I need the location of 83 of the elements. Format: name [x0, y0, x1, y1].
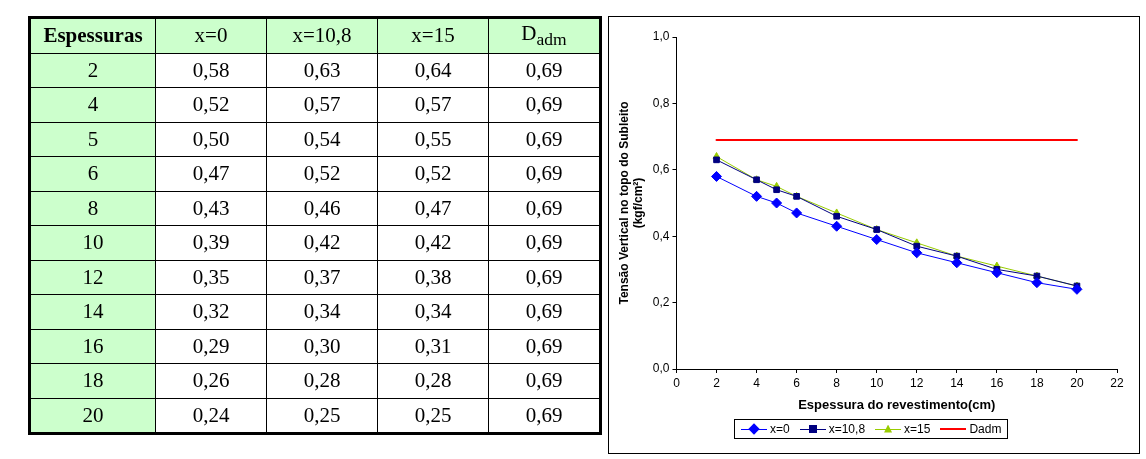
data-label: 0,54: [266, 122, 378, 157]
data-label: 0,69: [488, 87, 601, 122]
data-label: 0,42: [266, 225, 378, 260]
x-axis-title: Espessura do revestimento(cm): [798, 396, 996, 412]
x-tick-label: 16: [990, 375, 1004, 390]
data-label: 0,69: [488, 398, 601, 434]
data-label: 0,32: [155, 294, 267, 329]
y-tick-label: 10: [29, 225, 156, 260]
x-tick-label: 14: [950, 375, 964, 390]
x-tick-label: 18: [1030, 375, 1044, 390]
y-tick-label: 1,0: [652, 29, 670, 44]
legend-label: x=15: [904, 422, 931, 436]
data-label: 0,34: [266, 294, 378, 329]
data-label: 0,28: [266, 363, 378, 398]
x-tick-label: 0: [673, 375, 681, 390]
data-label: 0,24: [155, 398, 267, 434]
data-label: 0,69: [488, 329, 601, 364]
data-label: 0,37: [266, 260, 378, 295]
x-tick-label: 20: [1070, 375, 1084, 390]
y-axis-title: Espessuras: [29, 17, 156, 53]
y-tick-label: 0,2: [652, 294, 670, 309]
data-label: 0,29: [155, 329, 267, 364]
data-label: 0,69: [488, 363, 601, 398]
data-label: 0,47: [377, 191, 489, 226]
data-label: 0,64: [377, 53, 489, 88]
x-tick-label: 22: [1110, 375, 1124, 390]
data-label: 0,50: [155, 122, 267, 157]
data-label: 0,47: [155, 156, 267, 191]
y-tick-label: 0,0: [652, 361, 670, 376]
x-tick-label: 4: [753, 375, 761, 390]
data-label: 0,26: [155, 363, 267, 398]
data-label: 0,57: [377, 87, 489, 122]
data-label: 0,35: [155, 260, 267, 295]
data-label: 0,69: [488, 53, 601, 88]
y-tick-label: 8: [29, 191, 156, 226]
data-label: 0,46: [266, 191, 378, 226]
data-label: 0,69: [488, 156, 601, 191]
data-label: 0,43: [155, 191, 267, 226]
y-tick-label: 5: [29, 122, 156, 157]
x-tick-label: x=15: [377, 17, 489, 53]
data-label: 0,69: [488, 225, 601, 260]
y-tick-label: 20: [29, 398, 156, 434]
y-tick-label: 0,8: [652, 95, 670, 110]
data-label: 0,25: [377, 398, 489, 434]
y-tick-label: 6: [29, 156, 156, 191]
y-tick-label: 14: [29, 294, 156, 329]
data-label: 0,55: [377, 122, 489, 157]
x-tick-label: x=10,8: [266, 17, 378, 53]
data-label: 0,38: [377, 260, 489, 295]
data-label: 0,57: [266, 87, 378, 122]
data-label: 0,69: [488, 191, 601, 226]
x-tick-label: 12: [910, 375, 924, 390]
y-axis-title: Tensão Vertical no topo do Subleito (kgf/cm²): [616, 101, 645, 305]
data-label: 0,52: [377, 156, 489, 191]
y-tick-label: 0,4: [652, 228, 670, 243]
legend-label: Dadm: [969, 422, 1002, 436]
data-label: 0,69: [488, 260, 601, 295]
y-tick-label: 2: [29, 53, 156, 88]
y-tick-label: 0,6: [652, 162, 670, 177]
data-label: 0,39: [155, 225, 267, 260]
data-label: 0,28: [377, 363, 489, 398]
y-tick-label: 12: [29, 260, 156, 295]
data-label: 0,52: [266, 156, 378, 191]
x-tick-label: D$_{adm}$: [488, 17, 601, 53]
data-label: 0,25: [266, 398, 378, 434]
x-tick-label: x=0: [155, 17, 267, 53]
data-label: 0,31: [377, 329, 489, 364]
y-tick-label: 4: [29, 87, 156, 122]
x-tick-label: 10: [870, 375, 884, 390]
data-label: 0,63: [266, 53, 378, 88]
x-tick-label: 2: [713, 375, 721, 390]
data-label: 0,34: [377, 294, 489, 329]
data-label: 0,52: [155, 87, 267, 122]
y-tick-label: 16: [29, 329, 156, 364]
x-tick-label: 6: [793, 375, 801, 390]
legend-label: x=10,8: [828, 422, 866, 436]
data-label: 0,42: [377, 225, 489, 260]
data-label: 0,30: [266, 329, 378, 364]
x-tick-label: 8: [833, 375, 841, 390]
data-label: 0,58: [155, 53, 267, 88]
data-label: 0,69: [488, 294, 601, 329]
legend-label: x=0: [770, 422, 790, 436]
data-label: 0,69: [488, 122, 601, 157]
